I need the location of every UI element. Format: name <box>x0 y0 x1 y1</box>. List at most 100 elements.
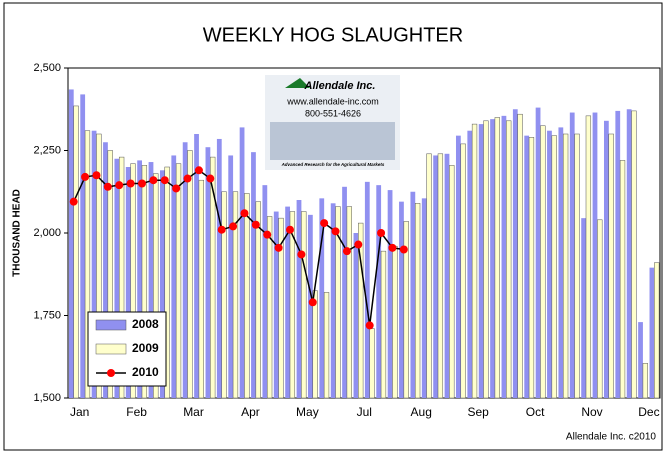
bar <box>198 179 204 399</box>
source: Allendale Inc. c2010 <box>566 432 657 443</box>
bar <box>642 363 648 399</box>
x-tick-label: Aug <box>411 405 432 419</box>
bar <box>175 163 182 399</box>
bar <box>478 124 484 398</box>
bar <box>342 186 347 398</box>
point <box>286 225 294 234</box>
legend-label: 2009 <box>132 341 159 355</box>
point <box>183 174 192 183</box>
x-tick-label: Oct <box>526 405 545 419</box>
bar <box>460 143 466 399</box>
bar <box>649 267 655 398</box>
bar <box>255 201 261 399</box>
bar <box>467 130 473 398</box>
point <box>149 176 158 185</box>
logo-icon <box>285 78 310 88</box>
bar <box>307 214 313 398</box>
bar <box>273 211 279 398</box>
bar <box>137 160 142 398</box>
legend-marker <box>107 369 115 377</box>
point <box>274 243 283 252</box>
bar <box>426 153 432 399</box>
bar <box>103 142 108 398</box>
point <box>297 250 306 259</box>
bar <box>323 292 330 399</box>
bar <box>403 221 409 399</box>
legend-label: 2010 <box>132 365 159 379</box>
point <box>217 225 226 234</box>
bar <box>615 110 621 399</box>
legend-swatch <box>95 319 127 331</box>
bar <box>107 150 113 399</box>
bar <box>581 218 586 398</box>
bar <box>597 219 603 399</box>
bar <box>262 185 268 398</box>
bar <box>535 107 541 398</box>
bar <box>164 166 170 399</box>
bar <box>501 115 507 398</box>
bar <box>312 290 318 399</box>
point <box>377 229 386 237</box>
bar <box>118 156 125 399</box>
x-tick-label: Feb <box>126 405 147 419</box>
point <box>138 179 146 188</box>
y-tick-label: 1,750 <box>33 309 61 321</box>
bar <box>153 173 159 399</box>
bar <box>141 165 148 399</box>
bar <box>171 155 177 398</box>
logo: Allendale Inc. www.allendale-inc.com 800… <box>265 75 400 170</box>
bar <box>251 152 256 398</box>
bar <box>376 185 382 398</box>
bar <box>399 201 404 398</box>
x-tick-label: Dec <box>638 405 659 419</box>
point <box>240 209 249 218</box>
y-tick-label: 2,500 <box>33 62 61 74</box>
bar <box>358 222 364 399</box>
bar <box>232 191 239 399</box>
x-tick-label: Mar <box>183 405 204 419</box>
point <box>92 171 101 180</box>
bar <box>130 163 136 399</box>
bar <box>437 153 444 399</box>
point <box>251 220 260 229</box>
x-tick-label: May <box>296 405 319 419</box>
bar <box>244 193 250 399</box>
bar <box>96 133 102 399</box>
bar <box>278 217 284 399</box>
bar <box>483 120 489 399</box>
x-tick-label: Jan <box>70 405 89 419</box>
bar <box>638 322 643 398</box>
x-tick-label: Jul <box>357 405 372 419</box>
bar <box>330 203 336 398</box>
point <box>194 166 203 175</box>
bar <box>392 245 398 399</box>
x-tick-label: Sep <box>467 405 489 419</box>
point <box>365 321 374 330</box>
logo-name: Allendale Inc. <box>304 80 376 92</box>
point <box>320 219 329 228</box>
logo-image <box>270 122 395 160</box>
bar <box>471 123 478 399</box>
bar <box>369 328 375 399</box>
point <box>69 197 78 206</box>
point <box>331 227 340 236</box>
bar <box>364 181 370 398</box>
bar <box>187 150 193 399</box>
bar <box>80 94 86 399</box>
bar <box>221 191 227 399</box>
bar <box>296 200 302 398</box>
bar <box>547 130 552 398</box>
y-axis-label: THOUSAND HEAD <box>12 189 23 277</box>
point <box>115 181 124 190</box>
bar <box>346 206 352 399</box>
y-tick-label: 1,500 <box>33 392 61 404</box>
bar <box>506 120 512 399</box>
bar <box>558 127 564 399</box>
point <box>160 176 169 185</box>
bar <box>68 89 74 398</box>
bar <box>319 198 325 398</box>
bar <box>353 233 359 398</box>
bar <box>449 165 455 399</box>
point <box>206 174 215 183</box>
